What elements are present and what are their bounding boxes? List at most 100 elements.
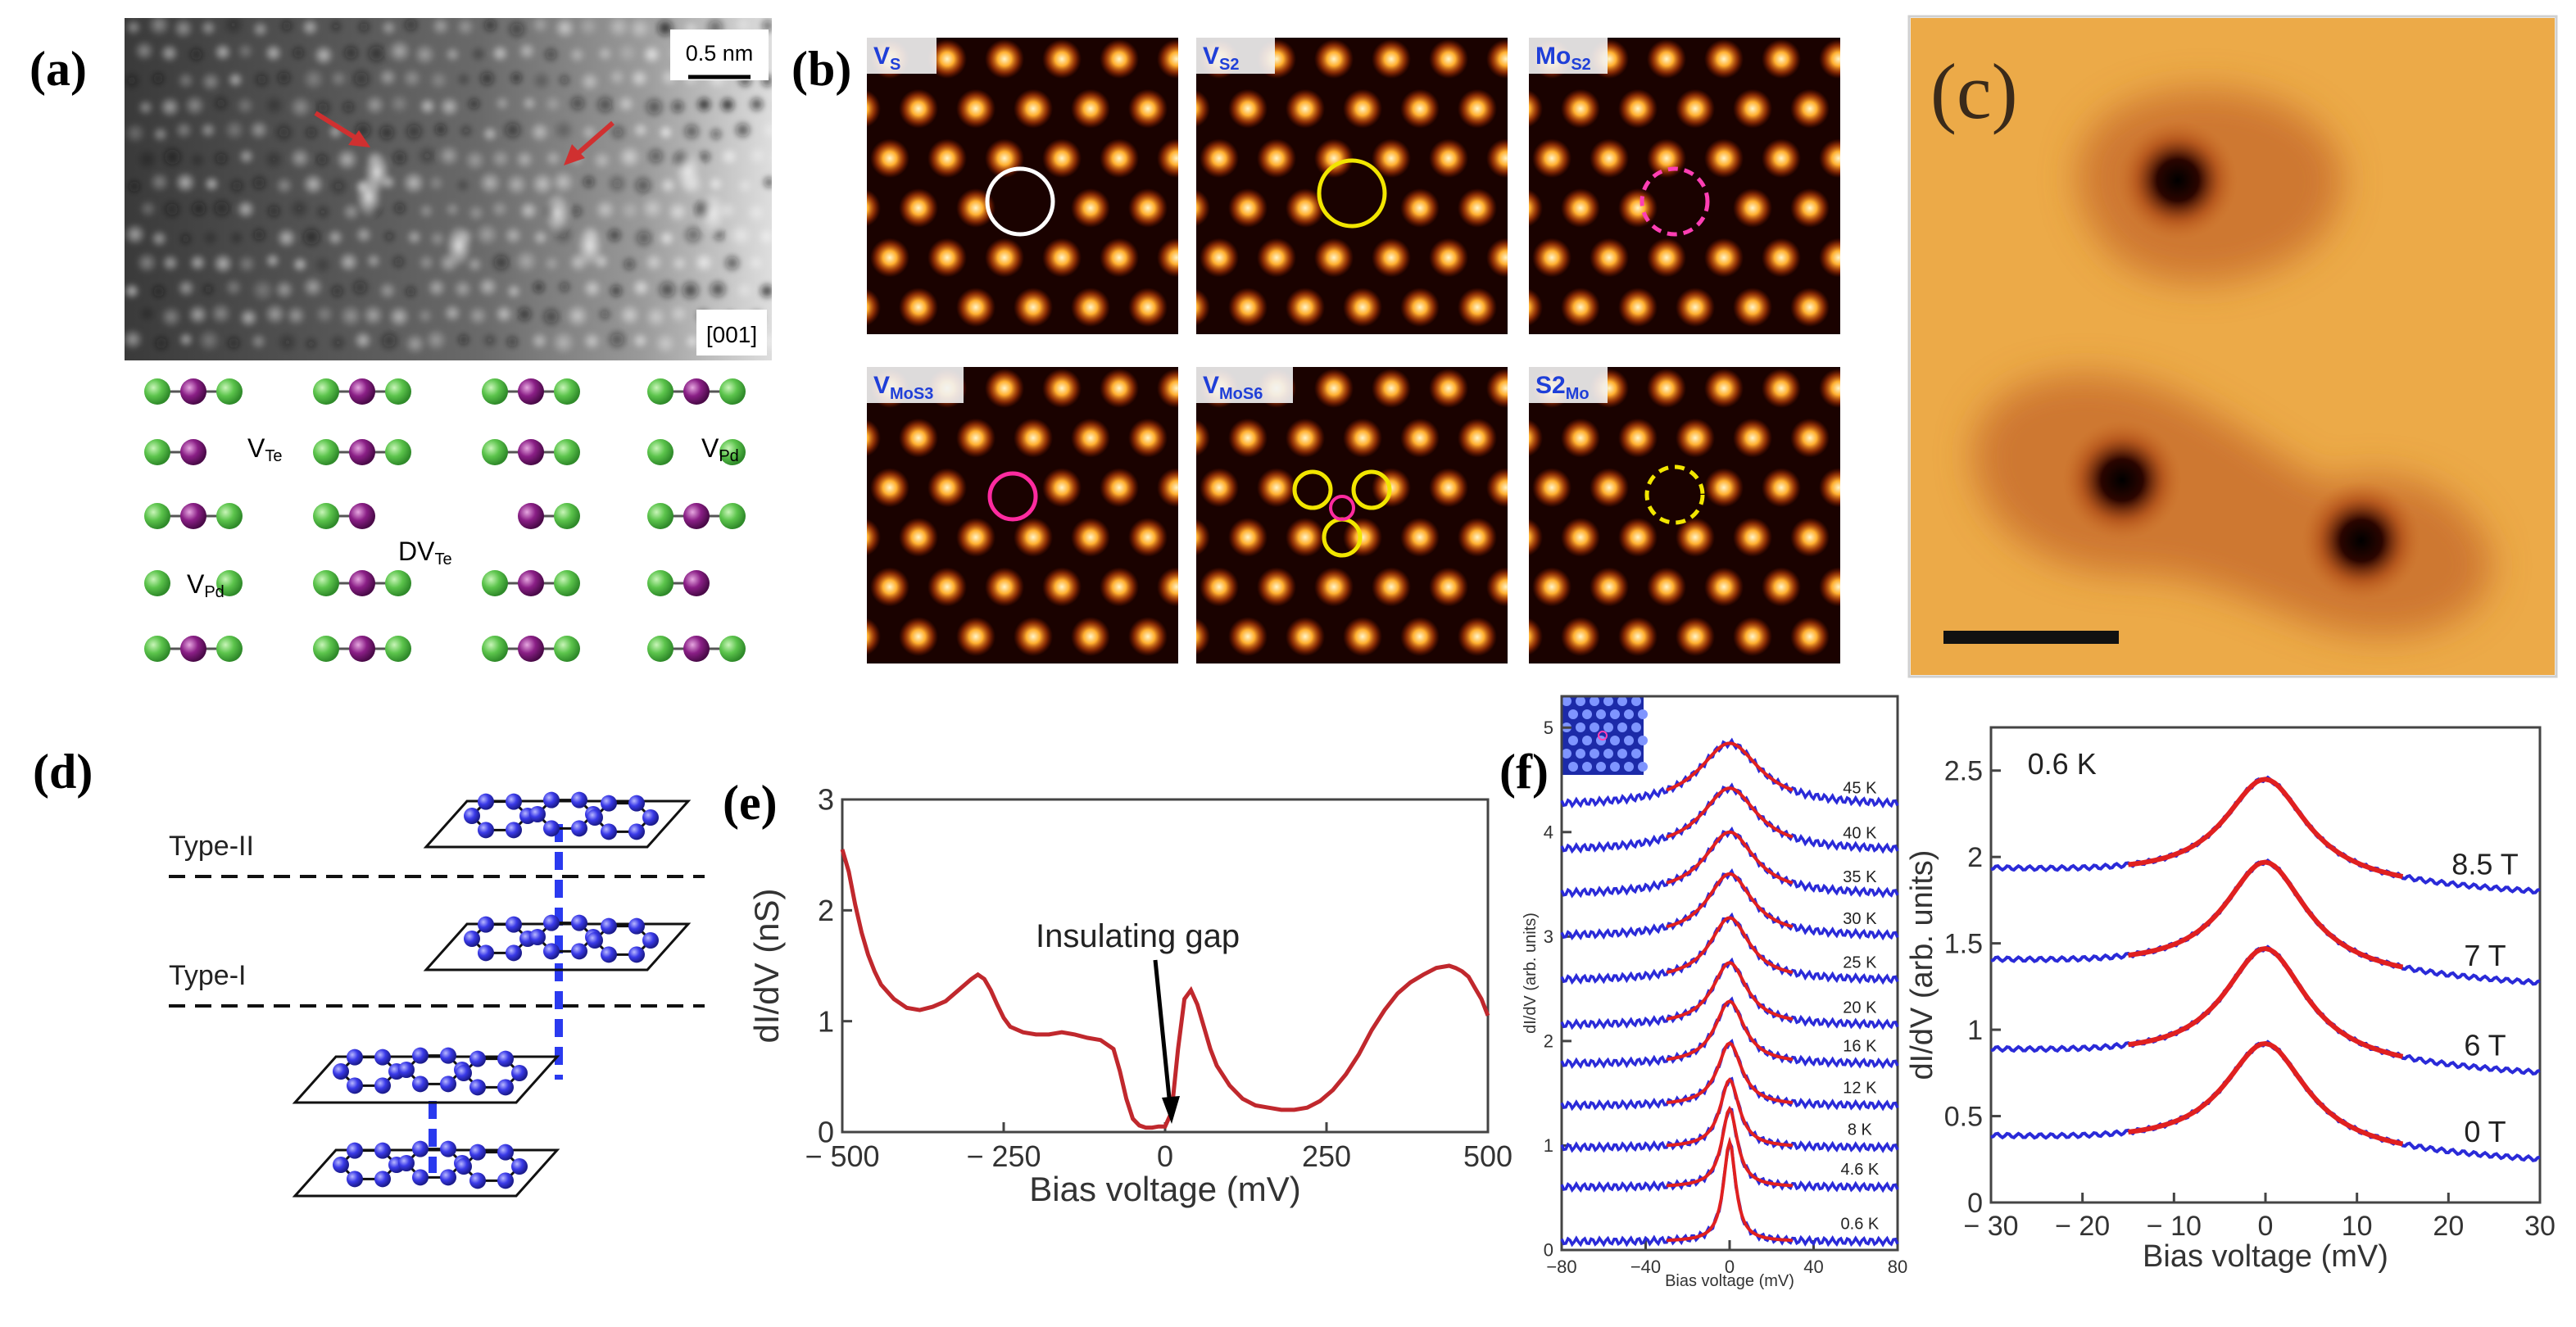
carbon-atom [511, 1065, 528, 1081]
te-atom [313, 439, 339, 465]
series-fit-line [1667, 1136, 1793, 1243]
zone-axis-box [696, 310, 767, 356]
y-tick-label: 0 [1544, 1240, 1553, 1261]
scale-label-box [670, 29, 769, 80]
pd-atom [518, 570, 544, 596]
carbon-atom [333, 1063, 349, 1080]
x-tick-label: 500 [1463, 1139, 1512, 1173]
gap-arrow-icon [1153, 959, 1180, 1124]
x-tick-label: 40 [1803, 1257, 1823, 1277]
carbon-atom [571, 914, 587, 931]
x-tick-label: 20 [2433, 1211, 2464, 1242]
defect-marker [1644, 464, 1705, 525]
pd-atom [683, 378, 710, 405]
x-tick-label: 80 [1888, 1257, 1907, 1277]
te-atom [482, 439, 508, 465]
dvte-label: DVTe [398, 537, 452, 568]
carbon-atom [628, 917, 645, 935]
vpd-label: VPd [701, 433, 739, 465]
carbon-atom [412, 1047, 429, 1064]
x-tick-label: − 20 [2055, 1211, 2110, 1242]
series-label: 40 K [1843, 824, 1877, 842]
te-atom [719, 503, 746, 529]
carbon-atom [587, 809, 603, 826]
carbon-atom [347, 1048, 363, 1066]
defect-labels: VTe VPd DVTe VPd [187, 433, 739, 601]
series-fit-line [2128, 859, 2404, 970]
te-atom [216, 570, 243, 596]
panel-f-label: (f) [1499, 745, 1549, 799]
y-axis-label: dI/dV (arb. units) [1905, 850, 1939, 1080]
hexagonal-layers [292, 791, 692, 1198]
carbon-atom [642, 809, 659, 826]
carbon-atom [412, 1169, 429, 1186]
carbon-atom [456, 1065, 472, 1081]
series-fit-line [2128, 1040, 2404, 1147]
y-tick-label: 3 [1544, 926, 1553, 947]
x-tick-label: − 10 [2147, 1211, 2202, 1242]
te-atom [385, 439, 411, 465]
pd-atom [683, 636, 710, 662]
series-fit-line [1666, 1041, 1794, 1104]
tile-label: MoS2 [1535, 43, 1591, 74]
carbon-atom [374, 1048, 391, 1066]
carbon-atom [506, 944, 522, 962]
carbon-atom [374, 1142, 391, 1159]
y-axis-label: dI/dV (nS) [747, 888, 786, 1043]
te-atom [144, 439, 170, 465]
series-label: 6 T [2464, 1029, 2506, 1062]
series-label: 12 K [1843, 1080, 1877, 1098]
temperature-annotation: 0.6 K [2028, 747, 2097, 781]
x-axis-label: Bias voltage (mV) [1665, 1272, 1794, 1290]
te-atom [482, 636, 508, 662]
te-atom [482, 378, 508, 405]
carbon-atom [506, 793, 522, 810]
series-label: 35 K [1843, 868, 1877, 886]
x-tick-label: 0 [2258, 1211, 2274, 1242]
lattice-inset [1562, 696, 1648, 775]
x-axis-label: Bias voltage (mV) [1029, 1170, 1300, 1208]
series-fit-line [1666, 786, 1794, 839]
te-atom [719, 378, 746, 405]
te-atom [554, 570, 580, 596]
x-tick-label: 10 [2342, 1211, 2373, 1242]
te-atom [554, 636, 580, 662]
panel-b-label: (b) [791, 42, 851, 96]
series-fit-line [1666, 1077, 1794, 1148]
panel-f: (f) −80 −40 0 40 80 0 1 2 3 4 5 Bias voltage (mV) dI… [1499, 695, 2556, 1290]
pd-atom [349, 503, 375, 529]
pd-atom [683, 503, 710, 529]
series-label: 7 T [2464, 939, 2506, 972]
series-label: 20 K [1843, 999, 1877, 1017]
pd-atom [683, 570, 710, 596]
x-tick-label: 0 [1725, 1257, 1735, 1277]
y-tick-label: 1 [1967, 1015, 1983, 1046]
carbon-atom [601, 946, 617, 963]
carbon-atom [347, 1171, 363, 1188]
te-atom [144, 503, 170, 529]
honeycomb-layer [423, 914, 692, 971]
series-data-line [1990, 944, 2541, 1076]
series-fit-line [1666, 999, 1794, 1062]
te-atom [385, 636, 411, 662]
honeycomb-layer [423, 791, 692, 849]
series-fit-line [1666, 830, 1794, 885]
carbon-atom [478, 944, 494, 962]
carbon-atom [440, 1169, 456, 1186]
y-tick-label: 3 [818, 783, 834, 817]
te-atom [313, 503, 339, 529]
carbon-atom [412, 1140, 429, 1157]
y-axis-label: dI/dV (arb. units) [1522, 913, 1540, 1034]
carbon-atom [628, 795, 645, 812]
vte-label: VTe [247, 433, 282, 465]
series-label: 30 K [1843, 910, 1877, 928]
y-tick-label: 5 [1544, 718, 1553, 738]
carbon-atom [497, 1172, 514, 1189]
carbon-atom [497, 1050, 514, 1067]
series-fit-line [1666, 916, 1794, 975]
panel-c: (c) [1907, 15, 2558, 678]
carbon-atom [478, 822, 494, 839]
te-atom [647, 570, 673, 596]
series-data-line [1990, 1039, 2541, 1162]
defect-marker [1351, 469, 1392, 510]
